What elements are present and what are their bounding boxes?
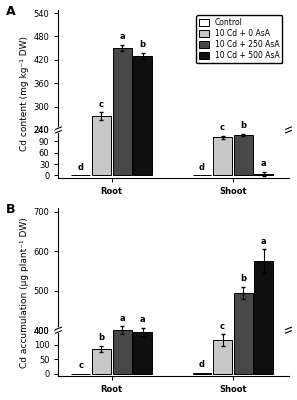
- Text: a: a: [261, 236, 266, 246]
- Text: B: B: [6, 203, 15, 216]
- Text: c: c: [220, 322, 225, 330]
- Bar: [192, 372, 211, 374]
- Text: c: c: [99, 100, 104, 109]
- Text: a: a: [119, 314, 125, 323]
- Text: A: A: [6, 5, 15, 18]
- Text: b: b: [240, 274, 246, 283]
- Bar: [213, 138, 232, 175]
- Bar: [254, 174, 273, 175]
- Bar: [234, 293, 253, 374]
- Text: a: a: [261, 160, 266, 168]
- Bar: [254, 261, 273, 374]
- Bar: [113, 48, 132, 175]
- Legend: Control, 10 Cd + 0 AsA, 10 Cd + 250 AsA, 10 Cd + 500 AsA: Control, 10 Cd + 0 AsA, 10 Cd + 250 AsA,…: [196, 15, 282, 63]
- Text: b: b: [140, 40, 146, 49]
- Y-axis label: Cd accumulation (µg plant⁻¹ DW): Cd accumulation (µg plant⁻¹ DW): [20, 217, 29, 368]
- Text: c: c: [78, 362, 83, 370]
- Bar: [234, 135, 253, 175]
- Bar: [113, 330, 132, 374]
- Bar: [92, 349, 111, 374]
- Text: a: a: [119, 32, 125, 41]
- Bar: [92, 116, 111, 175]
- Bar: [133, 332, 152, 374]
- Bar: [133, 56, 152, 175]
- Y-axis label: Cd content (mg kg⁻¹ DW): Cd content (mg kg⁻¹ DW): [20, 36, 29, 151]
- Text: b: b: [240, 121, 246, 130]
- Text: c: c: [220, 123, 225, 132]
- Text: d: d: [199, 360, 205, 369]
- Text: d: d: [78, 163, 84, 172]
- Bar: [213, 340, 232, 374]
- Text: a: a: [140, 315, 146, 324]
- Text: d: d: [199, 163, 205, 172]
- Text: b: b: [99, 334, 105, 342]
